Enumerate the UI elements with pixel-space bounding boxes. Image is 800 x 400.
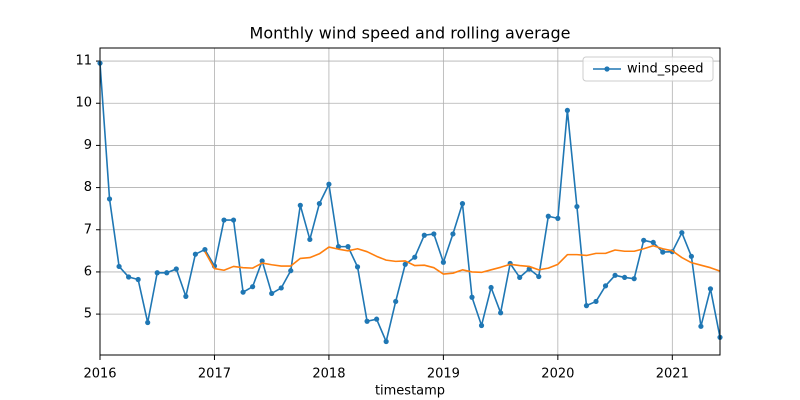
- x-tick-label: 2019: [427, 367, 460, 382]
- point: [583, 303, 590, 309]
- point: [517, 274, 523, 281]
- point: [307, 236, 313, 243]
- point: [269, 290, 275, 297]
- y-tick-label: 8: [84, 180, 92, 195]
- point: [707, 286, 714, 292]
- point: [478, 322, 485, 329]
- point: [574, 203, 580, 210]
- point: [459, 201, 466, 207]
- point: [335, 244, 342, 250]
- point: [545, 213, 551, 219]
- point: [602, 283, 609, 289]
- point: [354, 264, 361, 270]
- point: [498, 310, 504, 316]
- point: [593, 298, 599, 305]
- point: [374, 316, 380, 322]
- y-tick-label: 9: [84, 138, 92, 153]
- point: [564, 107, 570, 114]
- point: [126, 274, 132, 280]
- point: [660, 249, 666, 255]
- y-tick-label: 11: [75, 54, 92, 69]
- point: [631, 276, 637, 282]
- point: [488, 284, 494, 291]
- plot-frame: [99, 47, 721, 356]
- point: [412, 254, 418, 260]
- x-tick-label: 2017: [198, 367, 231, 382]
- legend-marker: [604, 66, 610, 72]
- y-tick-label: 10: [75, 96, 92, 111]
- point: [221, 217, 227, 223]
- x-tick-label: 2021: [656, 367, 689, 382]
- point: [469, 294, 475, 300]
- point: [345, 244, 351, 250]
- point: [421, 232, 427, 238]
- x-tick-label: 2016: [83, 367, 116, 382]
- point: [440, 259, 446, 265]
- point: [431, 231, 437, 237]
- point: [135, 276, 141, 283]
- point: [173, 266, 179, 272]
- point: [202, 246, 208, 253]
- y-tick-label: 6: [84, 264, 92, 279]
- point: [297, 202, 303, 208]
- point: [402, 261, 408, 267]
- point: [116, 263, 122, 270]
- point: [183, 293, 189, 299]
- point: [383, 338, 389, 345]
- point: [688, 253, 694, 259]
- x-axis-label: timestamp: [375, 384, 445, 399]
- point: [250, 284, 256, 290]
- point: [240, 289, 246, 295]
- point: [278, 285, 284, 291]
- point: [650, 239, 656, 246]
- point: [316, 201, 322, 207]
- legend-box: [582, 56, 714, 82]
- chart-title: Monthly wind speed and rolling average: [250, 24, 571, 43]
- point: [450, 231, 456, 237]
- point: [259, 258, 265, 264]
- point: [145, 319, 151, 326]
- point: [641, 237, 647, 243]
- x-tick-label: 2020: [541, 367, 574, 382]
- point: [230, 217, 237, 223]
- legend-label: wind_speed: [627, 62, 704, 77]
- point: [612, 272, 618, 278]
- point: [106, 196, 113, 202]
- point: [326, 181, 332, 187]
- point: [698, 323, 704, 329]
- point: [555, 215, 561, 221]
- point: [288, 268, 294, 274]
- y-tick-label: 5: [84, 307, 92, 322]
- point: [679, 230, 685, 236]
- y-tick-label: 7: [84, 222, 92, 237]
- point: [622, 274, 628, 281]
- point: [536, 273, 542, 280]
- point: [364, 318, 370, 324]
- point: [393, 298, 399, 305]
- series-line: [204, 244, 721, 275]
- point: [192, 251, 198, 257]
- point: [154, 270, 160, 276]
- x-tick-label: 2018: [312, 367, 345, 382]
- point: [164, 270, 170, 276]
